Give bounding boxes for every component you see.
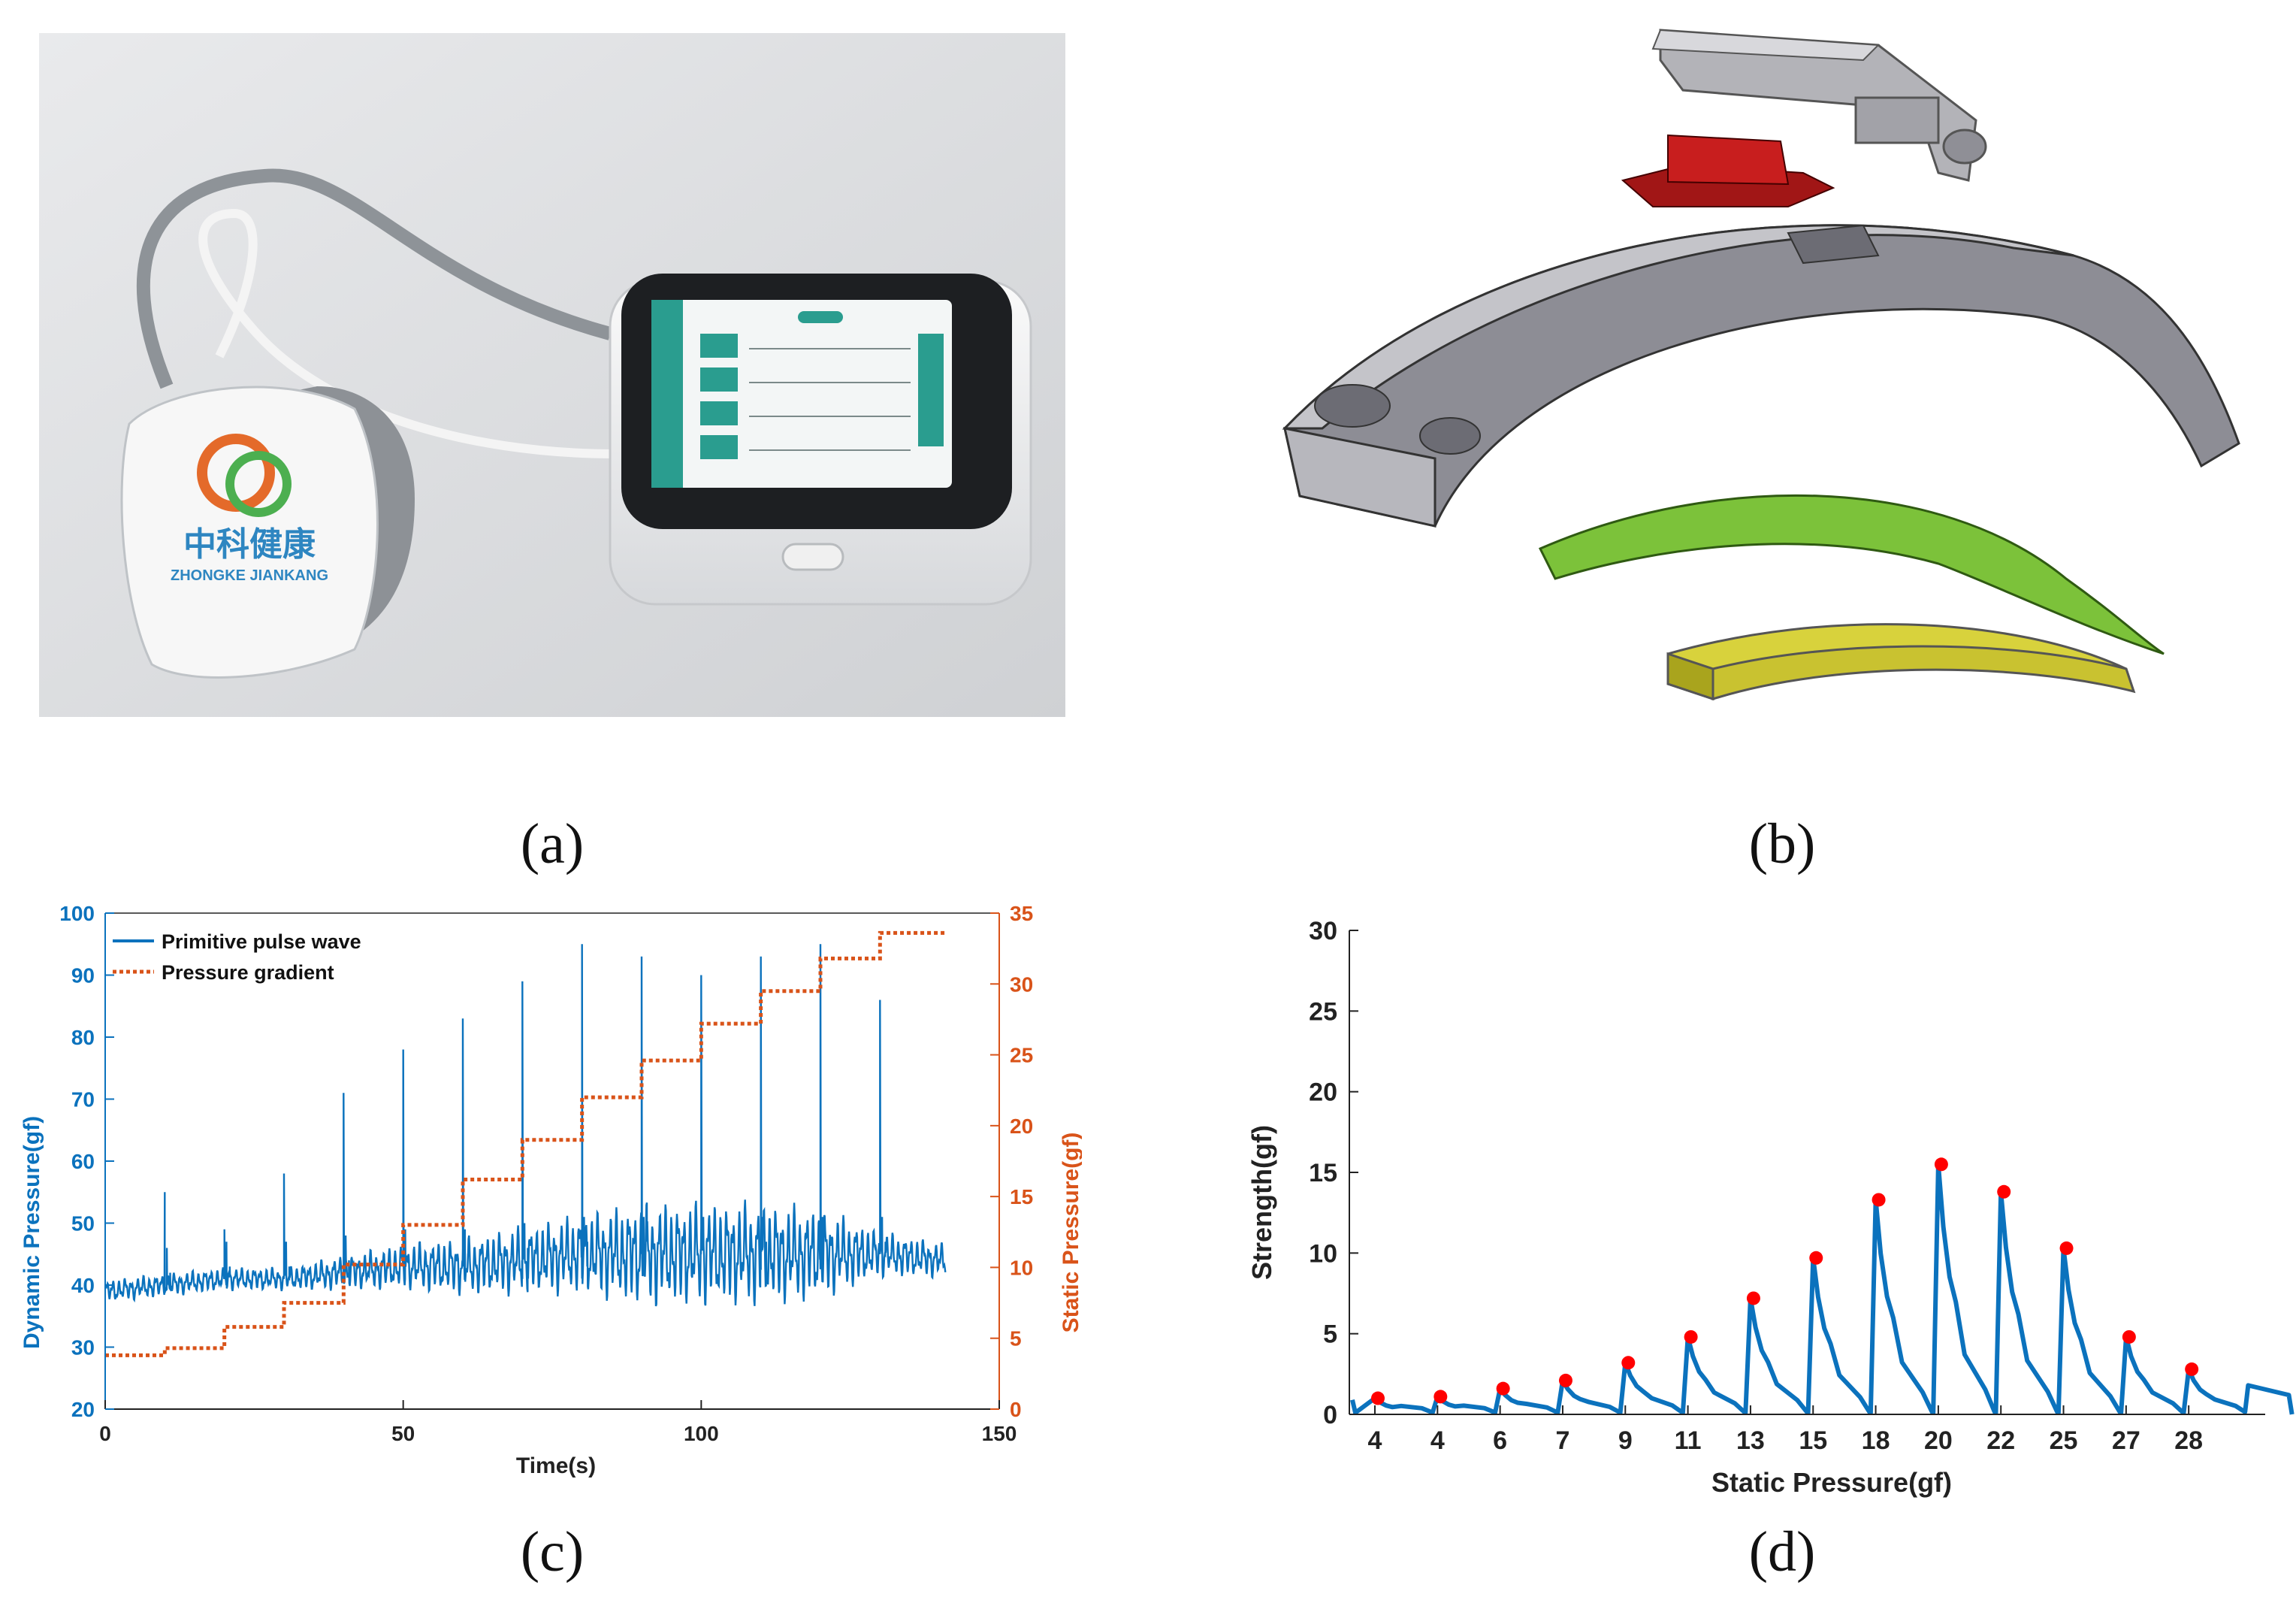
chart-c-ytick-label: 40 xyxy=(71,1274,95,1297)
peak-marker xyxy=(2185,1362,2199,1376)
chart-c-ytick-label: 30 xyxy=(71,1336,95,1360)
peak-marker xyxy=(2059,1241,2074,1255)
chart-d-xtick-label: 13 xyxy=(1736,1426,1765,1455)
chart-d-xtick-label: 4 xyxy=(1368,1426,1382,1455)
peak-marker xyxy=(1558,1373,1572,1387)
chart-c-panel: 0 50 100 150 20 30 40 50 60 70 80 90 100 0 5 10 15 20 25 30… xyxy=(0,887,1083,1503)
chart-d-xtick-label: 27 xyxy=(2112,1426,2140,1455)
chart-d-xtick-label: 9 xyxy=(1618,1426,1633,1455)
chart-c-ylabel: Dynamic Pressure(gf) xyxy=(20,1116,44,1349)
chart-d-ytick-label: 25 xyxy=(1309,997,1337,1026)
chart-c: 0 50 100 150 20 30 40 50 60 70 80 90 100 0 5 10 15 20 25 30… xyxy=(20,902,1083,1478)
chart-d-xtick-label: 20 xyxy=(1924,1426,1953,1455)
chart-c-legend: Primitive pulse wave Pressure gradient xyxy=(113,930,361,984)
chart-c-xtick-label: 150 xyxy=(982,1422,1017,1445)
caption-a: (a) xyxy=(520,812,585,876)
chart-c-y2tick-label: 35 xyxy=(1010,902,1033,925)
chart-d-ytick-label: 0 xyxy=(1323,1401,1337,1429)
peak-marker xyxy=(1496,1381,1510,1396)
clip-part xyxy=(1651,29,1987,182)
sensor-part xyxy=(1621,134,1835,207)
logo-text-en: ZHONGKE JIANKANG xyxy=(171,567,328,584)
device-photo-panel: 中科健康 ZHONGKE JIANKANG xyxy=(39,33,1065,717)
chart-c-y2tick-label: 30 xyxy=(1010,972,1033,996)
chart-d-ytick-label: 15 xyxy=(1309,1159,1337,1187)
peak-marker xyxy=(1684,1329,1698,1344)
logo-text-cn: 中科健康 xyxy=(183,526,316,563)
chart-c-y2tick-label: 10 xyxy=(1010,1256,1033,1279)
chart-c-ytick-label: 100 xyxy=(59,902,95,925)
device-photo: 中科健康 ZHONGKE JIANKANG xyxy=(39,33,1065,717)
peak-marker xyxy=(1809,1251,1823,1265)
peak-marker xyxy=(1997,1184,2011,1199)
chart-c-y2tick-label: 0 xyxy=(1010,1398,1022,1421)
chart-d-xtick-label: 4 xyxy=(1430,1426,1445,1455)
chart-c-xlabel: Time(s) xyxy=(516,1453,596,1478)
peak-marker xyxy=(1371,1391,1385,1405)
peak-marker xyxy=(2122,1329,2136,1344)
cuff: 中科健康 ZHONGKE JIANKANG xyxy=(120,386,379,679)
chart-c-y2tick-label: 20 xyxy=(1010,1115,1033,1138)
chart-c-ytick-label: 20 xyxy=(71,1398,95,1421)
legend-primitive-pulse: Primitive pulse wave xyxy=(162,930,361,953)
exploded-view xyxy=(1282,29,2240,701)
chart-d-ytick-label: 10 xyxy=(1309,1239,1337,1268)
chart-c-plot-area xyxy=(105,913,999,1409)
chart-d-ytick-label: 5 xyxy=(1323,1320,1337,1349)
monitor-device xyxy=(609,274,1032,606)
chart-c-y2tick-label: 25 xyxy=(1010,1044,1033,1067)
peak-marker xyxy=(1934,1157,1948,1172)
peak-marker xyxy=(1872,1193,1886,1207)
chart-d-ytick-label: 20 xyxy=(1309,1078,1337,1107)
chart-d-xtick-label: 11 xyxy=(1675,1426,1702,1455)
chart-c-ytick-label: 50 xyxy=(71,1212,95,1236)
chart-d-xtick-label: 7 xyxy=(1556,1426,1570,1455)
exploded-view-panel xyxy=(1262,8,2254,744)
chart-d-plot-area xyxy=(1349,930,2265,1414)
film-part xyxy=(1538,494,2165,655)
legend-pressure-gradient: Pressure gradient xyxy=(162,961,334,984)
chart-d-xtick-label: 22 xyxy=(1986,1426,2015,1455)
chart-c-y2label: Static Pressure(gf) xyxy=(1059,1133,1082,1333)
chart-c-y2tick-label: 5 xyxy=(1010,1327,1022,1350)
caption-d: (d) xyxy=(1748,1520,1816,1583)
chart-c-xtick-label: 0 xyxy=(99,1422,111,1445)
chart-d-xtick-label: 25 xyxy=(2050,1426,2078,1455)
series-strength xyxy=(1350,1162,2294,1415)
chart-d-ytick-label: 30 xyxy=(1309,917,1337,945)
peak-marker xyxy=(1621,1356,1636,1370)
chart-d: 0 5 10 15 20 25 30 4 4 6 7 9 11 13 15 18 20 22 25 27 28 Stat… xyxy=(1246,917,2294,1498)
chart-d-xtick-label: 18 xyxy=(1862,1426,1890,1455)
chart-d-xtick-label: 15 xyxy=(1799,1426,1827,1455)
caption-c: (c) xyxy=(520,1520,585,1583)
chart-d-ylabel: Strength(gf) xyxy=(1246,1125,1277,1280)
chart-d-xtick-label: 28 xyxy=(2174,1426,2203,1455)
series-pressure-gradient xyxy=(105,930,946,1357)
chart-c-ytick-label: 90 xyxy=(71,964,95,988)
peak-marker xyxy=(1746,1291,1760,1305)
caption-b: (b) xyxy=(1748,812,1816,876)
device-screen xyxy=(651,300,952,488)
chart-c-xtick-label: 100 xyxy=(684,1422,719,1445)
chart-d-panel: 0 5 10 15 20 25 30 4 4 6 7 9 11 13 15 18 20 22 25 27 28 Stat… xyxy=(1217,902,2296,1518)
pad-part xyxy=(1666,623,2136,701)
series-primitive-pulse-wave xyxy=(104,944,947,1307)
home-button xyxy=(781,543,844,571)
chart-c-ytick-label: 70 xyxy=(71,1088,95,1112)
chart-c-y2tick-label: 15 xyxy=(1010,1185,1033,1208)
chart-d-xtick-label: 6 xyxy=(1493,1426,1507,1455)
peak-marker xyxy=(1433,1390,1448,1404)
housing-part xyxy=(1282,224,2240,528)
chart-d-xlabel: Static Pressure(gf) xyxy=(1711,1467,1952,1498)
chart-c-xtick-label: 50 xyxy=(391,1422,415,1445)
chart-c-ytick-label: 80 xyxy=(71,1026,95,1049)
chart-c-ytick-label: 60 xyxy=(71,1150,95,1173)
